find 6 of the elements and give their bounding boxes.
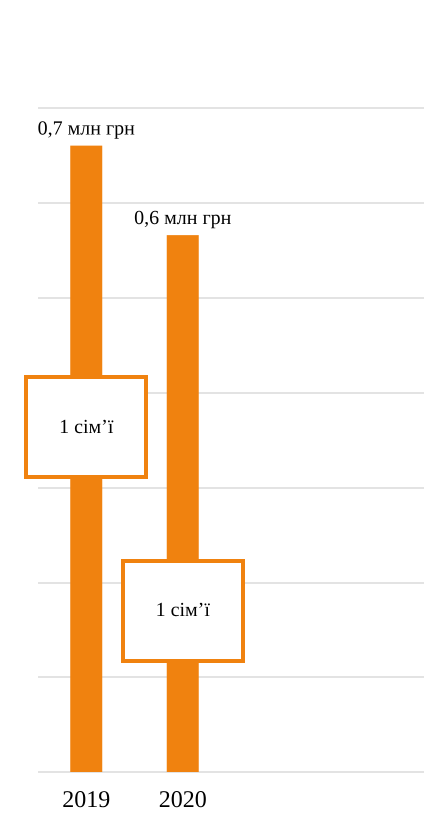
x-tick-label: 2020 (158, 787, 207, 813)
data-label: 0,7 млн грн (38, 118, 136, 140)
data-label: 0,6 млн грн (134, 207, 232, 230)
text-box: 1 сім’ї (24, 375, 148, 480)
x-tick-label: 2019 (62, 787, 110, 813)
text-box: 1 сім’ї (120, 558, 245, 663)
